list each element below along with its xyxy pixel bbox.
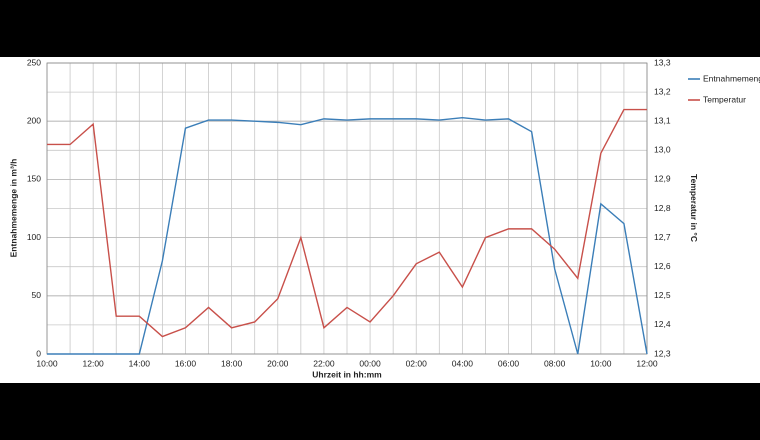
x-tick-label: 00:00 [359,358,381,368]
y-tick-label: 150 [27,174,41,184]
legend-label: Entnahmemenge [703,73,760,83]
x-tick-label: 04:00 [452,358,474,368]
y-axis-title: Entnahmemenge in m³/h [8,159,18,258]
y2-axis-title: Temperatur in °C [689,174,699,242]
y2-tick-label: 12,8 [654,203,671,213]
y2-tick-label: 13,3 [654,57,671,67]
y2-tick-label: 12,3 [654,348,671,358]
y2-tick-label: 13,1 [654,115,671,125]
x-tick-label: 18:00 [221,358,243,368]
x-tick-label: 08:00 [544,358,566,368]
x-axis-title: Uhrzeit in hh:mm [312,369,382,379]
plot-border [46,62,648,355]
x-tick-label: 22:00 [313,358,335,368]
y2-tick-label: 12,5 [654,290,671,300]
x-tick-label: 12:00 [83,358,105,368]
x-tick-label: 12:00 [636,358,658,368]
y-tick-label: 100 [27,232,41,242]
x-tick-label: 16:00 [175,358,197,368]
legend-label: Temperatur [703,94,746,104]
x-tick-label: 10:00 [590,358,612,368]
y2-tick-label: 12,4 [654,319,671,329]
y-tick-label: 200 [27,115,41,125]
y-tick-label: 0 [36,348,41,358]
y-tick-label: 50 [32,290,42,300]
y2-tick-label: 13,2 [654,86,671,96]
x-tick-label: 06:00 [498,358,520,368]
series-line [47,108,647,338]
x-tick-label: 10:00 [36,358,58,368]
y2-tick-label: 12,6 [654,261,671,271]
x-tick-label: 20:00 [267,358,289,368]
y2-tick-label: 12,7 [654,232,671,242]
y2-tick-label: 13,0 [654,145,671,155]
y-tick-label: 250 [27,57,41,67]
y2-tick-label: 12,9 [654,174,671,184]
x-tick-label: 14:00 [129,358,151,368]
chart-area [0,57,760,383]
x-tick-label: 02:00 [406,358,428,368]
